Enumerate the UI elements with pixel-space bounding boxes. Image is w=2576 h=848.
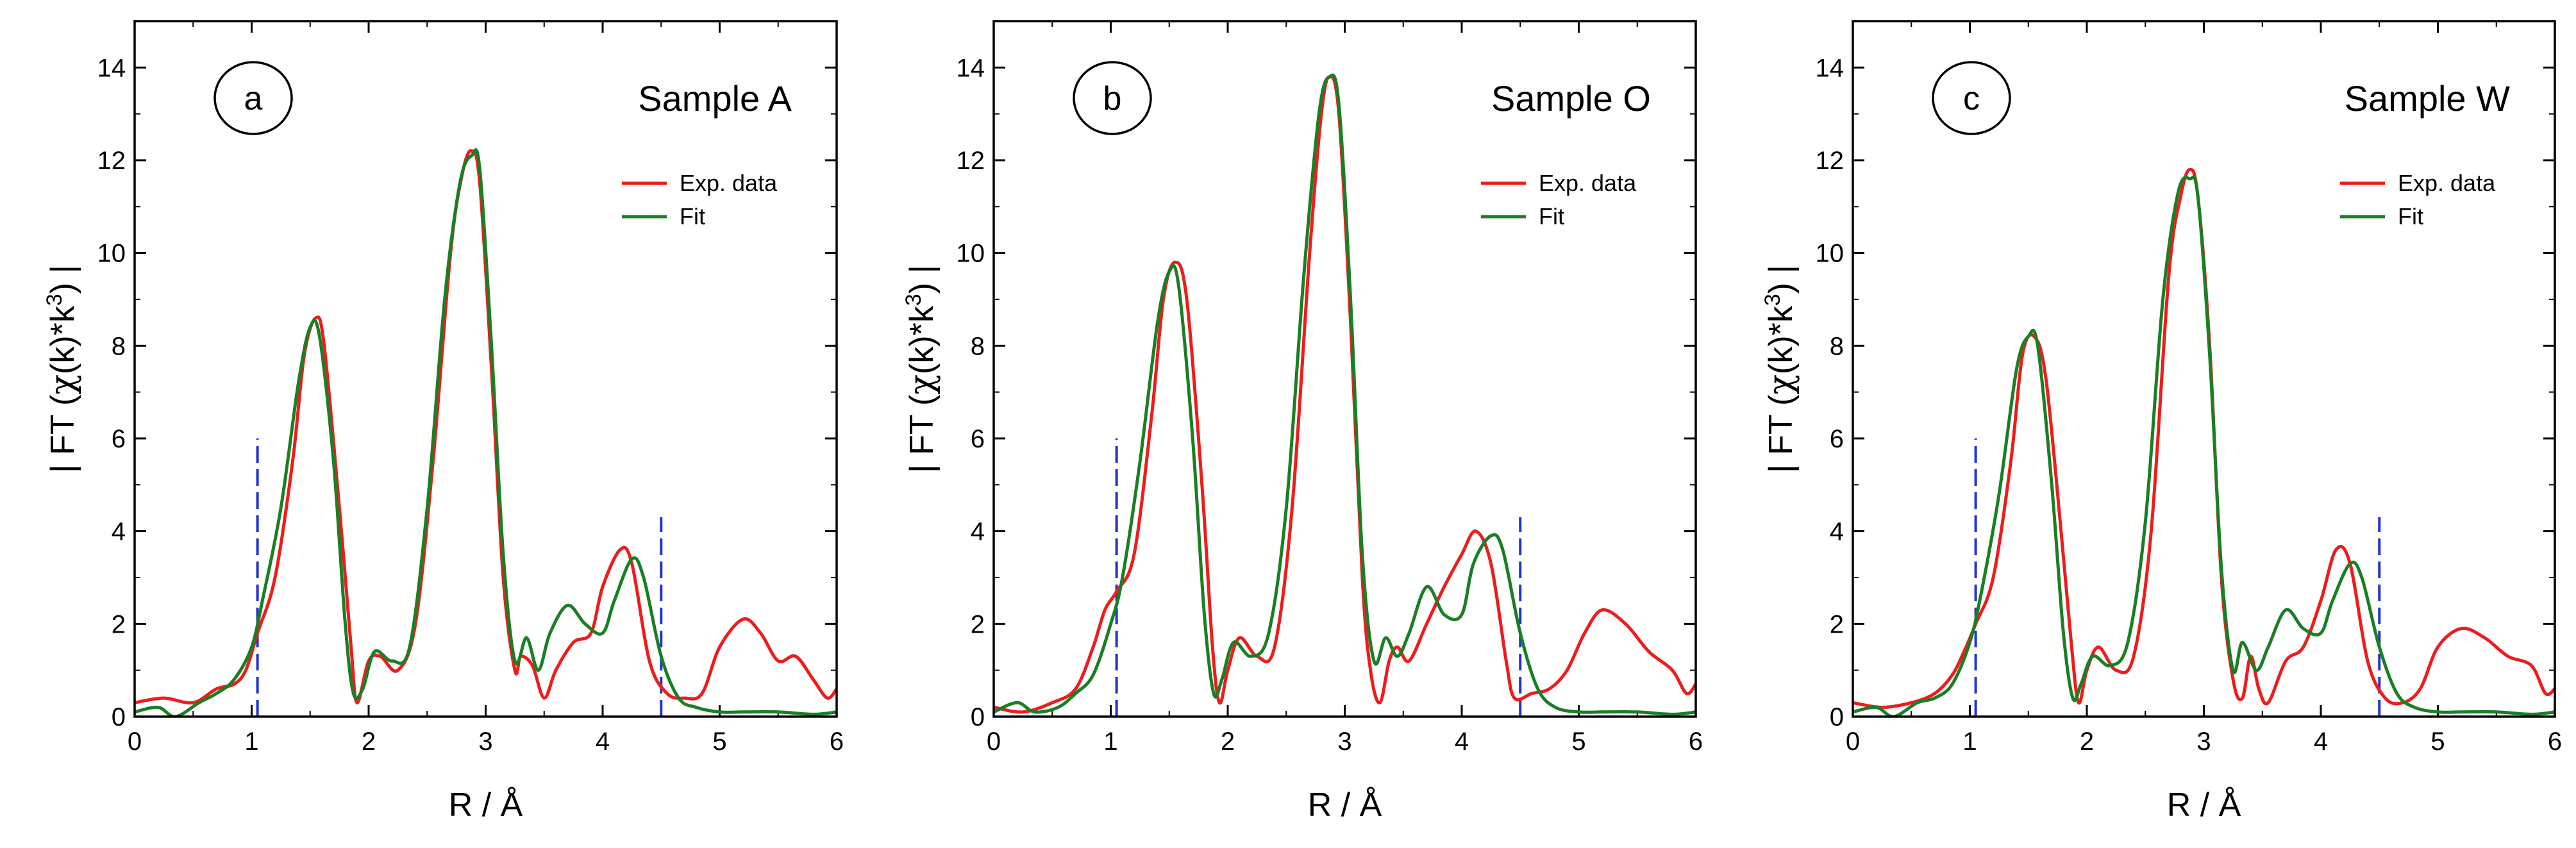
legend-fit-label: Fit — [1539, 203, 1564, 229]
series-curves — [994, 73, 1696, 716]
y-tick-label: 8 — [1830, 332, 1844, 360]
x-tick-label: 1 — [1962, 727, 1977, 756]
y-tick-label: 14 — [1816, 54, 1844, 82]
plot-frame — [1852, 20, 2556, 718]
y-tick-label: 12 — [97, 147, 126, 175]
x-tick-label: 4 — [1455, 727, 1469, 756]
y-axis-title-chi: χ — [903, 374, 941, 395]
fit-line — [1853, 175, 2555, 717]
x-tick-label: 1 — [1103, 727, 1117, 756]
x-tick-label: 3 — [2196, 727, 2211, 756]
y-tick-label: 14 — [97, 54, 126, 82]
panel-label-badge — [1073, 61, 1152, 135]
legend-exp-label: Exp. data — [1539, 170, 1637, 196]
y-axis-title: | FT (χ(k)*k3) | — [901, 265, 941, 473]
y-axis-title-suffix: ) | — [1762, 265, 1800, 294]
plot-frame — [133, 20, 838, 718]
y-tick-label: 4 — [971, 518, 985, 546]
sample-title: Sample W — [2345, 78, 2510, 119]
y-axis-title-prefix: | FT ( — [44, 394, 81, 473]
legend-fit-label: Fit — [680, 203, 705, 229]
legend-exp-label: Exp. data — [680, 170, 778, 196]
sample-title: Sample O — [1491, 78, 1651, 119]
y-axis-title-mid: (k)*k — [903, 305, 941, 374]
y-tick-label: 12 — [1816, 147, 1844, 175]
x-tick-label: 0 — [1846, 727, 1860, 756]
plot-frame — [992, 20, 1697, 718]
x-axis-title: R / Å — [449, 786, 523, 824]
series-curves — [1853, 167, 2555, 717]
x-tick-label: 3 — [1337, 727, 1351, 756]
y-tick-label: 0 — [112, 703, 126, 731]
legend-exp-label: Exp. data — [2398, 170, 2496, 196]
y-axis-title: | FT (χ(k)*k3) | — [42, 265, 82, 473]
y-axis-title-suffix: ) | — [903, 265, 941, 294]
y-axis-title-exponent: 3 — [42, 294, 67, 306]
x-tick-label: 2 — [2080, 727, 2094, 756]
y-tick-label: 4 — [112, 518, 126, 546]
y-axis-title-exponent: 3 — [1761, 294, 1785, 306]
y-axis-title: | FT (χ(k)*k3) | — [1761, 265, 1800, 473]
x-tick-label: 2 — [1221, 727, 1235, 756]
x-axis-title: R / Å — [2167, 786, 2241, 824]
x-tick-label: 5 — [2430, 727, 2445, 756]
fit-line — [994, 73, 1696, 716]
y-axis-title-chi: χ — [44, 374, 82, 395]
panel-label-badge — [213, 61, 293, 135]
x-tick-label: 6 — [830, 727, 844, 756]
y-tick-label: 2 — [112, 610, 126, 638]
x-tick-label: 6 — [2548, 727, 2562, 756]
exp-data-line — [1853, 167, 2555, 709]
y-tick-label: 14 — [957, 54, 985, 82]
y-tick-label: 0 — [1830, 703, 1844, 731]
x-tick-label: 4 — [596, 727, 610, 756]
y-tick-label: 2 — [1830, 610, 1844, 638]
x-tick-label: 5 — [712, 727, 726, 756]
series-curves — [135, 148, 837, 717]
y-tick-label: 10 — [957, 240, 985, 268]
panel-label: b — [1103, 80, 1122, 117]
y-tick-label: 8 — [971, 332, 985, 360]
x-tick-label: 6 — [1689, 727, 1703, 756]
y-tick-label: 10 — [97, 240, 126, 268]
y-tick-label: 6 — [971, 425, 985, 453]
y-axis-title-chi: χ — [1762, 374, 1800, 395]
x-tick-label: 0 — [987, 727, 1001, 756]
y-tick-label: 12 — [957, 147, 985, 175]
fit-line — [135, 148, 837, 717]
y-axis-title-exponent: 3 — [901, 294, 926, 306]
y-axis-title-mid: (k)*k — [44, 305, 81, 374]
exp-data-line — [135, 149, 837, 705]
y-tick-label: 6 — [112, 425, 126, 453]
panel-label: a — [244, 80, 263, 117]
x-tick-label: 2 — [362, 727, 376, 756]
y-axis-title-suffix: ) | — [44, 265, 81, 294]
y-axis-title-prefix: | FT ( — [903, 394, 941, 473]
y-axis-title-mid: (k)*k — [1762, 305, 1800, 374]
y-axis-title-prefix: | FT ( — [1762, 394, 1800, 473]
y-tick-label: 8 — [112, 332, 126, 360]
y-tick-label: 4 — [1830, 518, 1844, 546]
y-tick-label: 0 — [971, 703, 985, 731]
x-tick-label: 4 — [2314, 727, 2328, 756]
y-tick-label: 10 — [1816, 240, 1844, 268]
panel-label: c — [1963, 80, 1980, 117]
x-axis-title: R / Å — [1308, 786, 1382, 824]
x-tick-label: 0 — [128, 727, 142, 756]
x-tick-label: 3 — [478, 727, 492, 756]
y-tick-label: 2 — [971, 610, 985, 638]
x-tick-label: 1 — [244, 727, 258, 756]
x-tick-label: 5 — [1571, 727, 1585, 756]
panel-label-badge — [1932, 61, 2011, 135]
legend-fit-label: Fit — [2398, 203, 2423, 229]
sample-title: Sample A — [638, 78, 792, 119]
y-tick-label: 6 — [1830, 425, 1844, 453]
